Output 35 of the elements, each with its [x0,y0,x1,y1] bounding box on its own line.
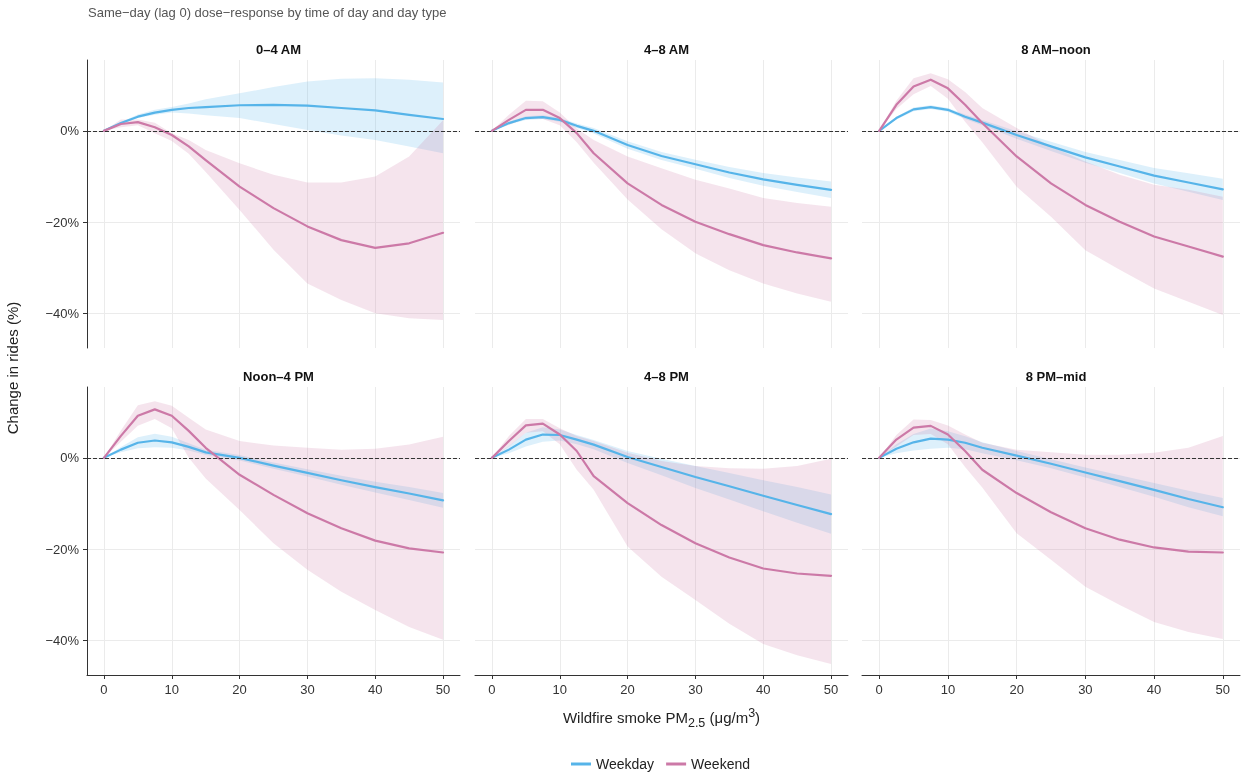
x-axis-title: Wildfire smoke PM$_{2.5}$ (μg/m$^{3}$) [562,706,761,730]
x-tick-label: 20 [620,682,635,697]
x-tick-label: 30 [1078,682,1093,697]
y-tick-label: 0% [60,123,80,139]
x-tick-label: 10 [940,682,956,697]
chart-title: Noon–4 PM [243,369,314,384]
chart-title: 4–8 PM [644,369,689,384]
legend-label: Weekday [596,756,655,772]
x-tick-label: 50 [435,682,451,697]
x-tick-label: 30 [300,682,315,697]
chart-title: 8 AM–noon [1021,42,1091,57]
y-tick-label: −20% [45,214,80,230]
legend-label: Weekend [691,756,751,772]
x-tick-label: 0 [875,682,883,697]
x-tick-label: 40 [1146,682,1162,697]
x-tick-label: 50 [823,682,839,697]
x-tick-label: 10 [164,682,180,697]
x-tick-label: 20 [1009,682,1024,697]
chart-title: 8 PM–mid [1025,369,1087,384]
x-tick-label: 0 [488,682,496,697]
y-tick-label: −20% [45,541,80,557]
chart-title: 0–4 AM [255,42,302,57]
x-tick-label: 40 [755,682,771,697]
y-axis-title: Change in rides (%) [4,301,21,435]
x-tick-label: 10 [552,682,568,697]
y-tick-label: 0% [60,450,80,466]
chart-title: 4–8 AM [643,42,690,57]
x-tick-label: 40 [367,682,383,697]
x-tick-label: 30 [688,682,703,697]
y-tick-label: −40% [45,633,80,649]
x-tick-label: 50 [1215,682,1231,697]
y-tick-label: −40% [45,306,80,322]
chart-subtitle: Same−day (lag 0) dose−response by time of day and day type [88,5,447,20]
x-tick-label: 0 [100,682,108,697]
x-tick-label: 20 [232,682,247,697]
